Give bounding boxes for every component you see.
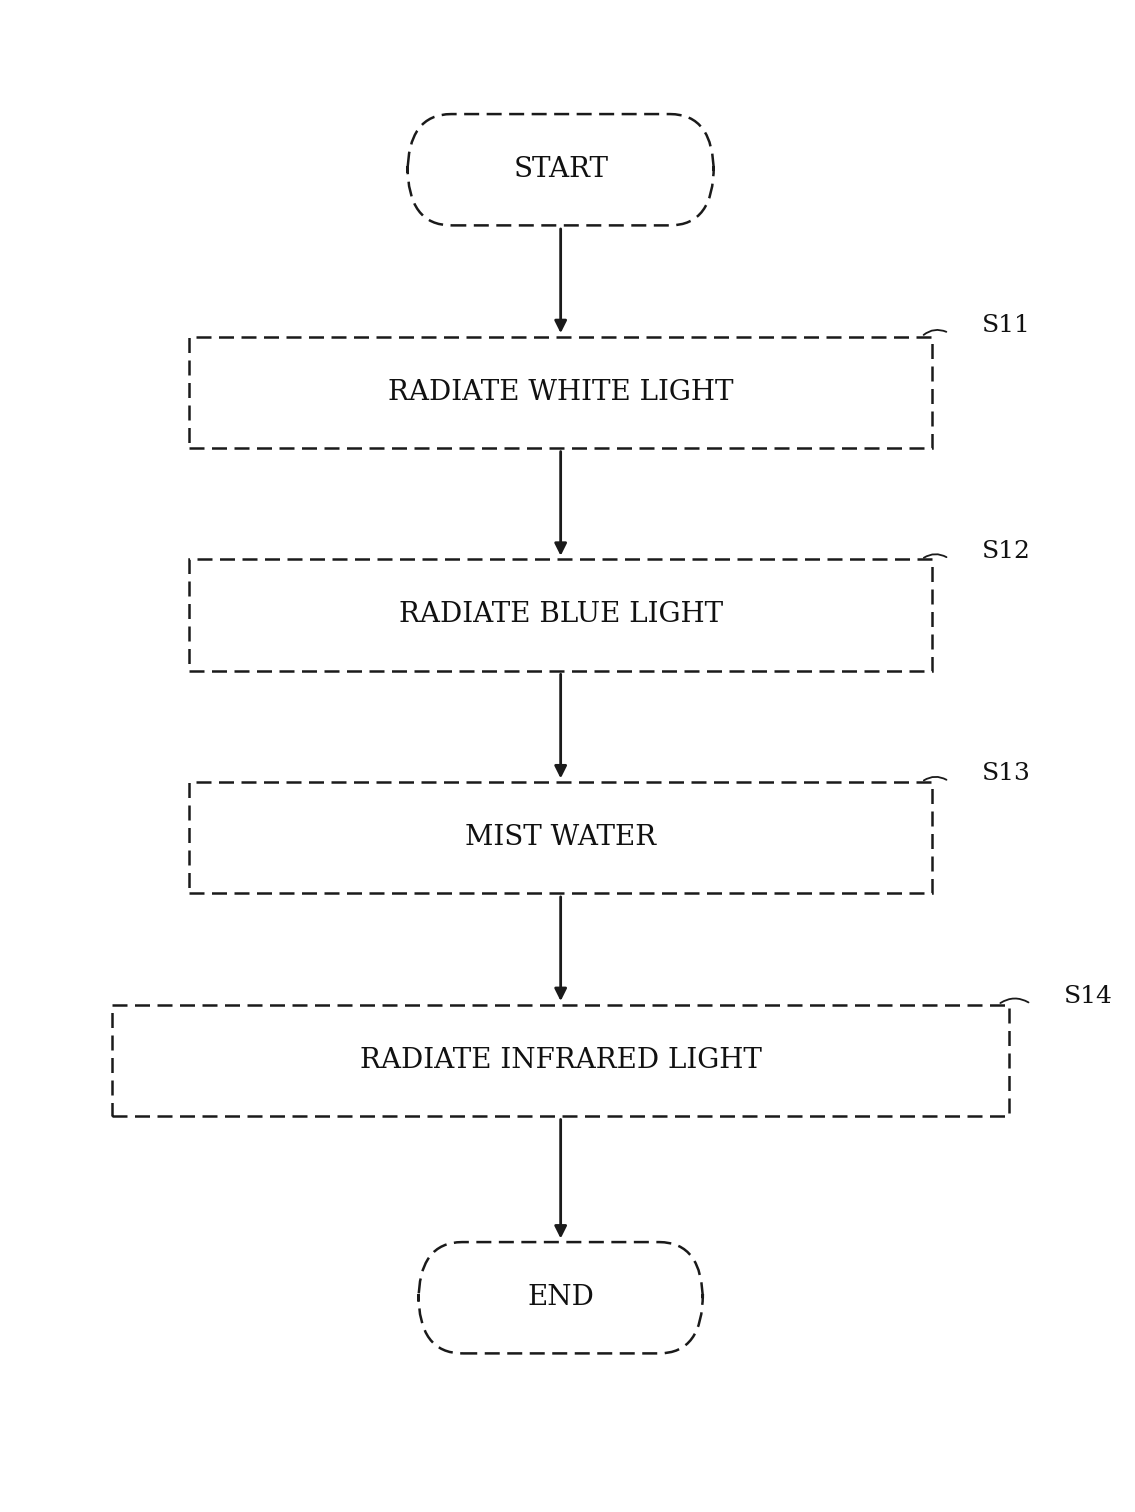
Text: S13: S13	[982, 762, 1031, 785]
Text: S12: S12	[982, 540, 1031, 562]
Text: START: START	[513, 156, 608, 183]
Text: END: END	[528, 1284, 594, 1311]
Text: S11: S11	[982, 314, 1031, 337]
FancyBboxPatch shape	[188, 782, 933, 894]
Text: RADIATE WHITE LIGHT: RADIATE WHITE LIGHT	[388, 380, 733, 405]
FancyBboxPatch shape	[188, 337, 933, 448]
Text: S14: S14	[1063, 984, 1112, 1009]
FancyBboxPatch shape	[419, 1241, 703, 1353]
FancyBboxPatch shape	[407, 113, 714, 225]
Text: RADIATE INFRARED LIGHT: RADIATE INFRARED LIGHT	[360, 1046, 762, 1074]
Text: RADIATE BLUE LIGHT: RADIATE BLUE LIGHT	[398, 602, 723, 629]
FancyBboxPatch shape	[112, 1004, 1009, 1116]
Text: MIST WATER: MIST WATER	[465, 824, 656, 851]
FancyBboxPatch shape	[188, 559, 933, 671]
